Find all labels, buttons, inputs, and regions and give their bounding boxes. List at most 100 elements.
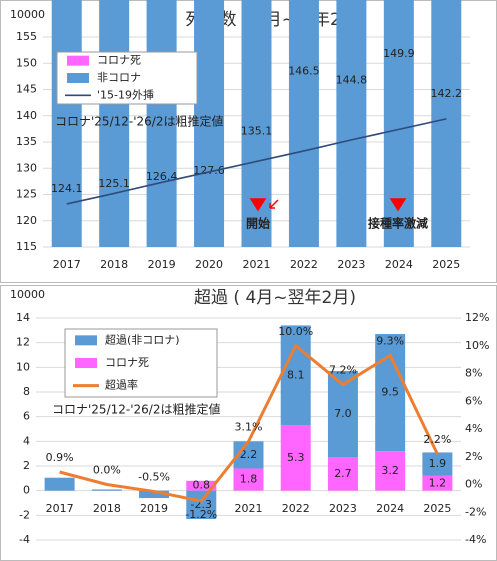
bar [139, 490, 170, 499]
x-tick-label: 2022 [290, 258, 318, 271]
bar [422, 452, 453, 476]
data-label: 10.0% [278, 325, 313, 338]
y-tick-label: -2 [19, 508, 30, 521]
bar [280, 425, 311, 491]
legend-label: 非コロナ [97, 71, 141, 84]
annotation: 開始 [246, 216, 270, 231]
total-label: 146.5 [288, 65, 320, 78]
annotation: コロナ'25/12-'26/2は粗推定値 [52, 402, 220, 417]
data-label: 3.2 [381, 464, 399, 477]
total-label: 144.8 [336, 74, 368, 87]
chart-title: 超過 ( 4月~翌年2月) [194, 288, 356, 308]
x-tick-label: 2018 [100, 258, 128, 271]
data-label: 7.0 [334, 407, 352, 420]
total-label: 149.9 [383, 47, 415, 60]
y-tick-label: 120 [16, 214, 37, 227]
legend-label: コロナ死 [105, 356, 149, 369]
x-tick-label: 2020 [195, 258, 223, 271]
total-label: 126.4 [146, 170, 178, 183]
marker-shape [249, 198, 267, 212]
y2-tick-label: 2% [465, 450, 482, 463]
bar [233, 468, 264, 491]
data-label: -0.5% [138, 470, 170, 483]
data-label: 2.2% [423, 433, 451, 446]
data-label: 1.8 [240, 473, 258, 486]
bar [186, 480, 217, 491]
x-tick-label: 2023 [329, 502, 357, 515]
x-tick-label: 2019 [148, 258, 176, 271]
y-tick-label: 135 [16, 135, 37, 148]
y-tick-label: 6 [23, 410, 30, 423]
data-label: 0.0% [93, 464, 121, 477]
y2-tick-label: 6% [465, 394, 482, 407]
line [66, 118, 447, 205]
unit-label: 10000 [10, 288, 45, 301]
x-tick-label: 2021 [235, 502, 263, 515]
unit-label: 10000 [10, 8, 45, 21]
y-tick-label: 4 [23, 434, 30, 447]
chart-title: 死亡数 ( 4月~翌年2月) [186, 10, 365, 30]
y2-tick-label: 10% [465, 339, 489, 352]
legend-label: '15-19外挿 [97, 87, 154, 101]
total-label: 135.1 [241, 124, 273, 137]
y-tick-label: -4 [19, 533, 30, 546]
line [59, 343, 439, 503]
x-tick-label: 2025 [423, 502, 451, 515]
x-tick-label: 2025 [432, 258, 460, 271]
y2-tick-label: -4% [465, 533, 486, 546]
legend-swatch [67, 73, 89, 83]
y-tick-label: 145 [16, 83, 37, 96]
bar [99, 0, 130, 248]
legend-label: 超過率 [105, 378, 138, 392]
x-tick-label: 2018 [93, 502, 121, 515]
bar [194, 0, 225, 247]
bar [146, 0, 177, 247]
x-tick-label: 2024 [376, 502, 404, 515]
bar [186, 490, 217, 520]
bar [280, 325, 311, 426]
bar [91, 489, 122, 491]
y2-tick-label: 12% [465, 311, 489, 324]
x-tick-label: 2017 [53, 258, 81, 271]
data-label: 7.2% [329, 364, 357, 377]
bar [422, 475, 453, 491]
legend-swatch [67, 55, 89, 66]
y-tick-label: 115 [16, 240, 37, 253]
bar [375, 451, 406, 491]
data-label: 8.1 [287, 368, 305, 381]
y-tick-label: 10 [16, 360, 30, 373]
x-tick-label: 2024 [385, 258, 413, 271]
legend-label: 超過(非コロナ) [105, 332, 180, 346]
data-label: 3.1% [235, 420, 263, 433]
bar [336, 0, 367, 248]
y-tick-label: 130 [16, 161, 37, 174]
x-tick-label: 2017 [46, 502, 74, 515]
data-label: 5.3 [287, 451, 305, 464]
y-tick-label: 0 [23, 484, 30, 497]
x-tick-label: 2021 [243, 258, 271, 271]
data-label: 9.5 [381, 386, 399, 399]
y2-tick-label: 4% [465, 422, 482, 435]
data-label: 0.8 [193, 479, 211, 492]
bar [327, 457, 358, 491]
legend-swatch [75, 358, 97, 368]
data-label: -1.2% [185, 508, 217, 521]
y2-tick-label: -2% [465, 505, 486, 518]
y-tick-label: 155 [16, 30, 37, 43]
y-tick-label: 150 [16, 56, 37, 69]
marker-shape [389, 198, 407, 212]
data-label: 1.9 [429, 457, 447, 470]
y2-tick-label: 0% [465, 478, 482, 491]
legend-label: コロナ死 [97, 54, 141, 67]
y2-tick-label: 8% [465, 367, 482, 380]
total-label: 125.1 [98, 177, 130, 190]
total-label: 124.1 [51, 182, 83, 195]
data-label: 1.2 [429, 476, 447, 489]
y-tick-label: 8 [23, 385, 30, 398]
x-tick-label: 2022 [282, 502, 310, 515]
data-label: 2.7 [334, 467, 352, 480]
legend-swatch [75, 335, 97, 346]
data-label: 2.2 [240, 448, 258, 461]
bar [375, 334, 406, 452]
